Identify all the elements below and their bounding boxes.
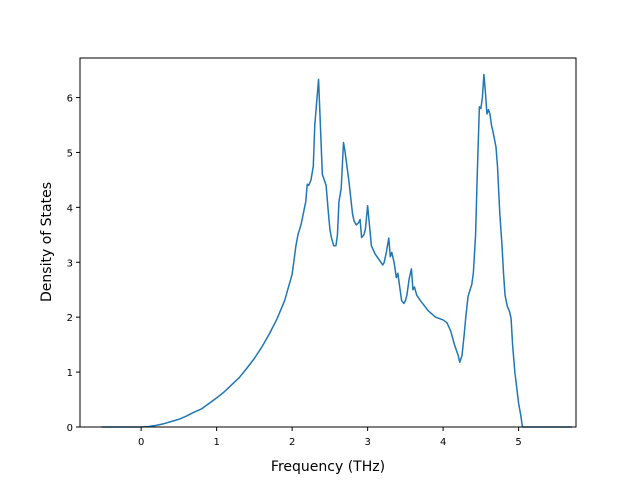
x-tick-label: 0 bbox=[138, 437, 144, 448]
x-tick-label: 2 bbox=[289, 437, 295, 448]
y-tick-label: 5 bbox=[67, 148, 73, 159]
plot-frame bbox=[79, 57, 577, 428]
y-axis-label: Density of States bbox=[39, 182, 55, 302]
series-layer bbox=[101, 73, 573, 428]
x-tick-label: 3 bbox=[364, 437, 370, 448]
dos-series-line bbox=[101, 73, 573, 428]
x-axis-ticks: 0 1 2 3 4 5 bbox=[138, 427, 522, 448]
y-tick-label: 0 bbox=[67, 423, 73, 434]
x-axis-label: Frequency (THz) bbox=[271, 459, 385, 475]
x-tick-label: 5 bbox=[515, 437, 521, 448]
y-tick-label: 3 bbox=[67, 258, 73, 269]
y-axis-ticks: 0 1 2 3 4 5 6 bbox=[67, 94, 80, 434]
x-tick-label: 4 bbox=[440, 437, 446, 448]
x-tick-label: 1 bbox=[213, 437, 219, 448]
y-tick-label: 1 bbox=[67, 368, 73, 379]
plot-background bbox=[80, 58, 576, 427]
y-tick-label: 6 bbox=[67, 94, 73, 105]
y-tick-label: 4 bbox=[67, 203, 73, 214]
y-tick-label: 2 bbox=[67, 313, 73, 324]
